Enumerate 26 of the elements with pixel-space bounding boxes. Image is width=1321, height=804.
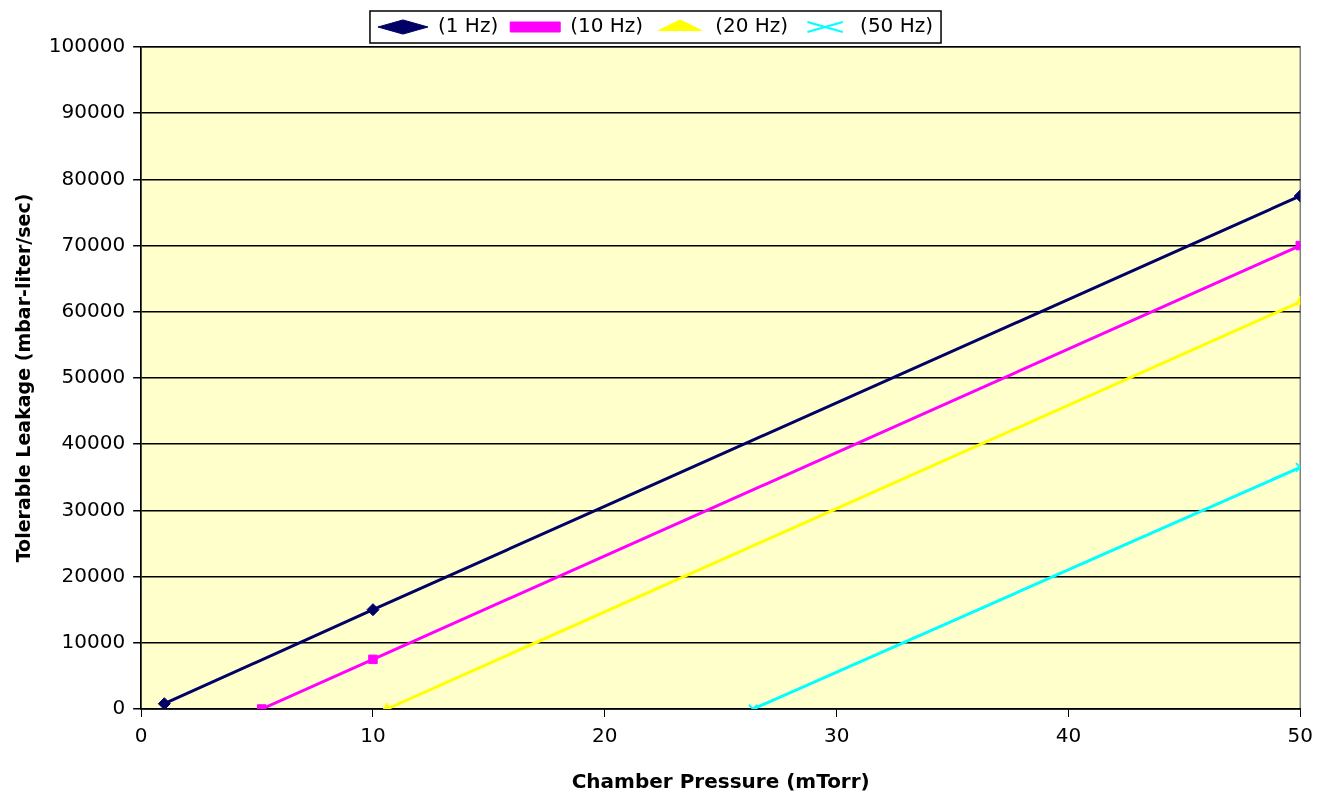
point [157,697,171,709]
x-tick-label: 50 [1287,723,1313,748]
point [368,654,378,665]
x-axis-title: Chamber Pressure (mTorr) [571,769,870,794]
y-tick-label: 50000 [61,364,126,389]
y-tick-label: 70000 [61,231,126,256]
x-tick-label: 30 [823,723,850,748]
y-tick-label: 10000 [61,629,126,653]
x-tick-label: 0 [134,723,148,748]
x-tick-label: 40 [1055,723,1082,748]
point [366,603,380,617]
y-tick-label: 80000 [61,165,126,190]
legend-label: (1 Hz) [437,13,499,38]
y-tick-label: 90000 [61,99,126,124]
x-tick-label: 10 [360,723,386,748]
y-tick-label: 30000 [61,496,126,521]
y-axis-title: Tolerable Leakage (mbar-liter/sec) [12,193,35,563]
y-tick-label: 0 [112,695,126,720]
y-tick-label: 100000 [48,33,126,58]
y-tick-label: 60000 [61,298,126,322]
y-tick-label: 20000 [61,562,126,587]
legend-label: (20 Hz) [715,13,789,38]
x-tick-label: 20 [592,723,618,748]
y-tick-label: 40000 [61,430,126,455]
legend-label: (50 Hz) [860,13,934,38]
legend-label: (10 Hz) [570,13,644,38]
